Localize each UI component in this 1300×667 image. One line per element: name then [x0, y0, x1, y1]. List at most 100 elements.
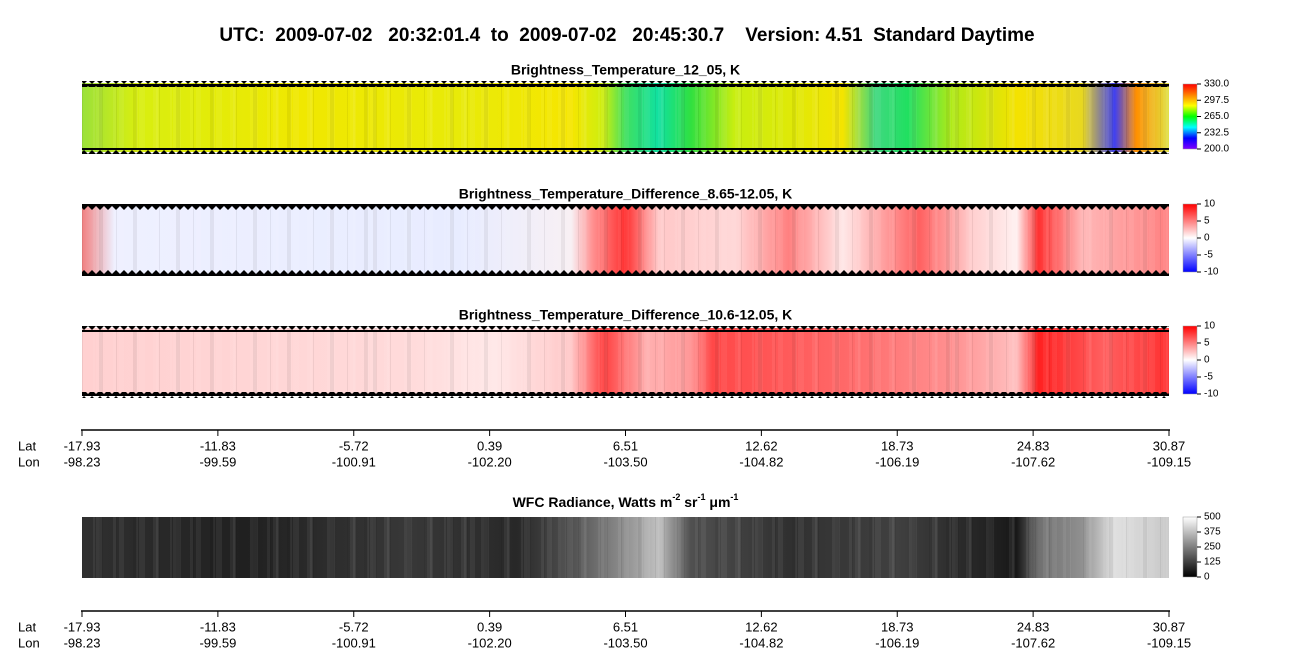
texture	[133, 328, 137, 396]
texture	[1166, 328, 1169, 396]
texture	[1049, 328, 1050, 396]
texture	[1166, 517, 1169, 578]
texture	[410, 517, 412, 578]
texture	[1006, 206, 1007, 274]
texture	[1126, 206, 1127, 274]
texture	[196, 328, 201, 396]
colorbar-tick-label: 232.5	[1204, 127, 1229, 138]
texture	[1012, 206, 1015, 274]
title-part: μm	[705, 494, 730, 510]
texture	[681, 83, 685, 152]
texture	[470, 517, 475, 578]
texture	[447, 83, 453, 152]
texture	[133, 206, 137, 274]
texture	[293, 328, 299, 396]
texture	[116, 83, 117, 152]
lat-label: Lat	[18, 619, 36, 634]
texture	[644, 517, 650, 578]
texture	[618, 83, 621, 152]
texture	[1146, 83, 1148, 152]
texture	[755, 83, 761, 152]
texture	[929, 206, 930, 274]
texture	[946, 517, 950, 578]
texture	[173, 206, 179, 274]
texture	[989, 517, 993, 578]
texture	[370, 83, 376, 152]
texture	[1006, 517, 1007, 578]
texture	[778, 517, 783, 578]
texture	[1086, 517, 1091, 578]
texture	[256, 517, 258, 578]
texture	[350, 517, 355, 578]
texture	[176, 517, 180, 578]
texture	[270, 517, 271, 578]
texture	[892, 328, 895, 396]
texture	[179, 206, 181, 274]
texture	[915, 517, 917, 578]
texture	[761, 206, 763, 274]
colorbar-tick-label: 0	[1204, 572, 1210, 583]
texture	[507, 83, 510, 152]
texture	[310, 206, 313, 274]
texture	[815, 517, 818, 578]
texture	[273, 206, 278, 274]
lon-label: Lon	[18, 454, 40, 469]
texture	[741, 83, 742, 152]
texture	[598, 83, 600, 152]
texture	[761, 328, 763, 396]
texture	[721, 83, 727, 152]
texture	[755, 206, 761, 274]
texture	[487, 206, 489, 274]
texture	[567, 83, 573, 152]
texture	[738, 206, 741, 274]
texture	[159, 206, 160, 274]
image-strip	[82, 328, 1169, 396]
texture	[233, 83, 236, 152]
image-strip	[82, 517, 1169, 578]
texture	[701, 206, 706, 274]
texture	[407, 517, 411, 578]
texture	[1086, 328, 1091, 396]
texture	[949, 517, 951, 578]
texture	[715, 517, 719, 578]
texture	[989, 328, 993, 396]
texture	[333, 83, 335, 152]
texture	[430, 517, 433, 578]
texture	[946, 328, 950, 396]
texture	[1149, 83, 1155, 152]
texture	[641, 206, 643, 274]
texture	[424, 328, 425, 396]
texture	[1163, 83, 1168, 152]
texture	[367, 206, 369, 274]
texture	[236, 328, 237, 396]
texture	[367, 517, 369, 578]
texture	[487, 83, 489, 152]
texture	[855, 206, 860, 274]
texture	[93, 328, 95, 396]
texture	[564, 206, 566, 274]
texture	[872, 328, 874, 396]
texture	[290, 206, 292, 274]
texture	[1126, 83, 1127, 152]
texture	[461, 328, 466, 396]
texture	[658, 517, 663, 578]
texture	[875, 206, 881, 274]
texture	[447, 328, 453, 396]
texture	[838, 517, 840, 578]
texture	[404, 517, 410, 578]
texture	[1083, 328, 1084, 396]
texture	[561, 517, 565, 578]
texture	[584, 83, 587, 152]
texture	[216, 517, 222, 578]
texture	[307, 206, 312, 274]
texture	[664, 328, 665, 396]
texture	[624, 517, 629, 578]
texture	[1046, 328, 1049, 396]
texture	[373, 328, 377, 396]
texture	[1106, 517, 1112, 578]
texture	[621, 517, 622, 578]
texture	[1046, 83, 1049, 152]
texture	[949, 328, 951, 396]
texture	[969, 206, 972, 274]
texture	[849, 517, 852, 578]
